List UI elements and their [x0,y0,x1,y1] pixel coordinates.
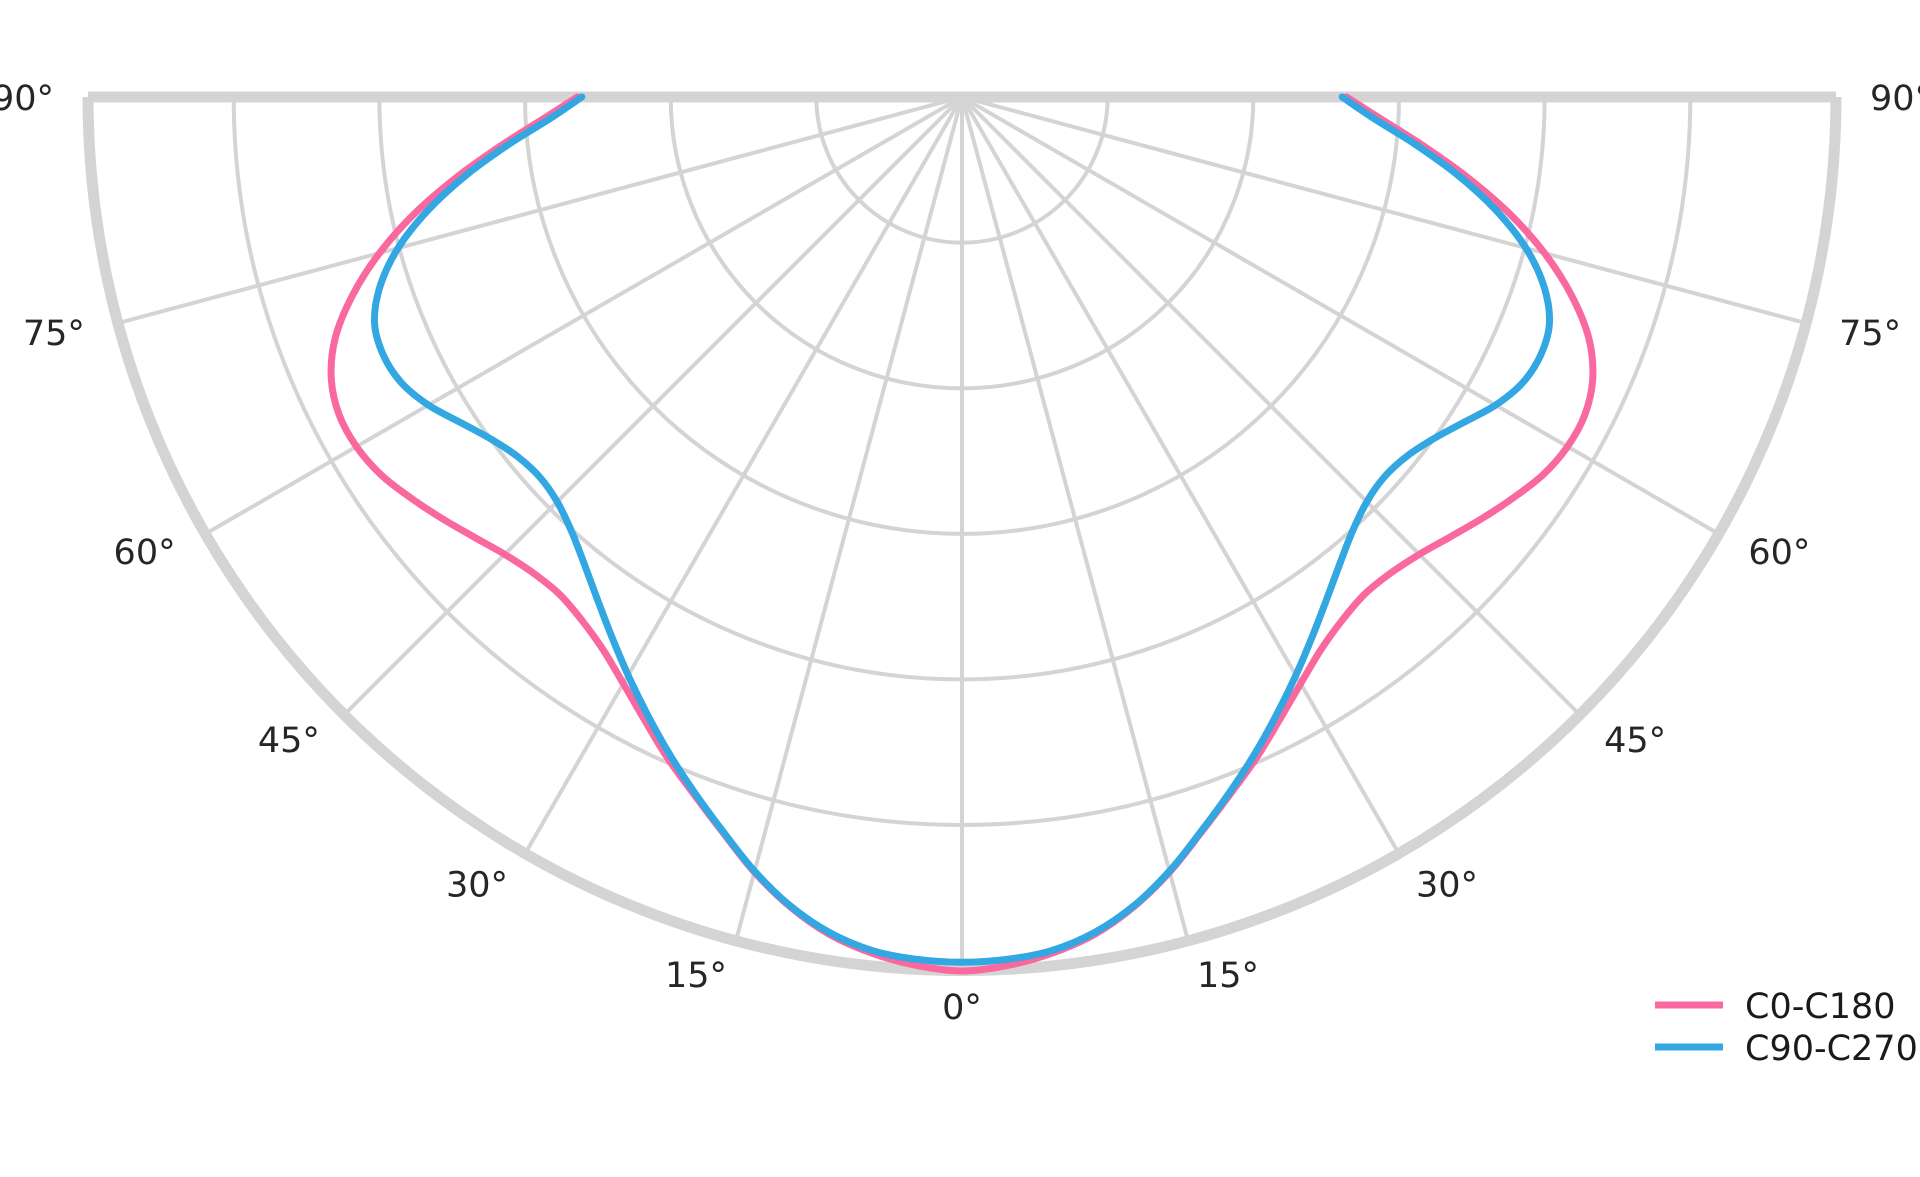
grid-spoke [733,95,964,944]
polar-grid [82,91,1842,977]
angle-tick-labels: 90° 75° 60° 45° 30° 15° 90° 75° 60° 45° 30° 15° 0° [0,79,1920,1028]
grid-spoke [960,95,1809,326]
curve-c0-c180 [327,93,1597,975]
angle-label-right-30: 30° [1416,865,1478,905]
angle-label-right-60: 60° [1748,533,1810,573]
distribution-curves [327,93,1597,975]
angle-label-right-15: 15° [1197,956,1259,996]
grid-spoke [203,95,964,536]
angle-label-left-30: 30° [446,865,508,905]
grid-spoke [960,95,1583,718]
angle-label-left-15: 15° [665,956,727,996]
angle-label-left-90: 90° [0,79,54,119]
grid-spoke [341,95,964,718]
legend-label-c0-c180[interactable]: C0-C180 [1745,987,1896,1027]
angle-label-right-90: 90° [1870,79,1920,119]
curve-c90-c270 [370,93,1554,966]
grid-spoke [960,95,1191,944]
angle-label-left-60: 60° [114,533,176,573]
angle-label-left-45: 45° [258,721,320,761]
angle-label-right-45: 45° [1604,721,1666,761]
legend-label-c90-c270[interactable]: C90-C270 [1745,1029,1918,1069]
grid-spoke [523,95,964,856]
angle-label-left-75: 75° [23,314,85,354]
grid-spoke [115,95,964,326]
grid-spoke [960,95,1401,856]
angle-label-center-0: 0° [942,988,982,1028]
angle-label-right-75: 75° [1839,314,1901,354]
grid-spoke [960,95,1721,536]
